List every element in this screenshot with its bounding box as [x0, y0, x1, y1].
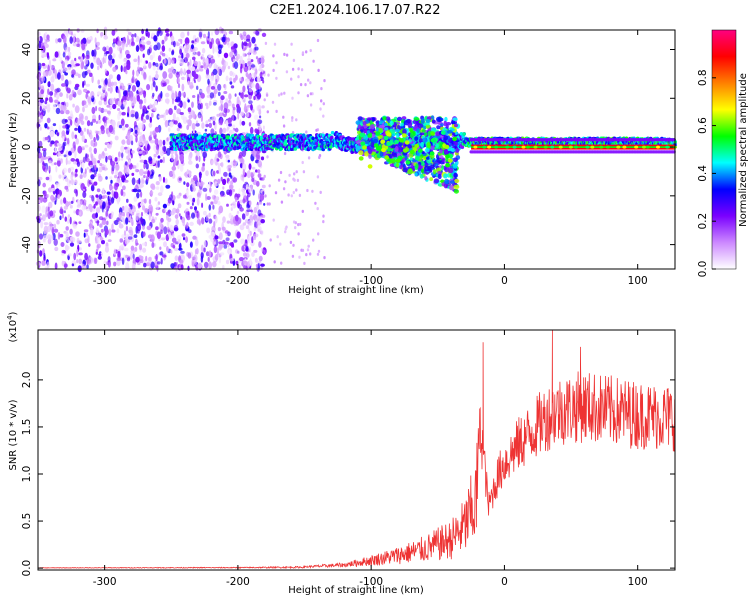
x-tick-label: -300 [93, 576, 117, 588]
y-tick-label: -40 [21, 236, 33, 253]
colorbar-tick-label: 0.8 [697, 69, 709, 86]
snr-frame [37, 329, 676, 571]
colorbar: 0.0 0.2 0.4 0.6 0.8 Normalized spectral ampl… [697, 29, 749, 277]
snr-x-ticks: -300 -200 -100 0 100 [93, 330, 648, 588]
snr-y-ticks: 0.0 0.5 1.0 1.5 2.0 [21, 372, 675, 577]
y-tick-label: 0.0 [21, 560, 33, 577]
x-tick-label: 0 [501, 275, 508, 287]
spectrogram-x-label: Height of straight line (km) [288, 285, 424, 296]
y-tick-label: -20 [21, 187, 33, 204]
x-tick-label: 100 [628, 275, 648, 287]
colorbar-tick-label: 0.6 [697, 117, 709, 134]
x-tick-label: -300 [93, 275, 117, 287]
x-tick-label: -200 [226, 576, 250, 588]
spectrogram-x-ticks: -300 -200 -100 0 100 [93, 30, 648, 287]
x-tick-label: -100 [359, 275, 383, 287]
colorbar-ticks: 0.0 0.2 0.4 0.6 0.8 [697, 69, 716, 277]
spectrogram-frame [37, 29, 676, 270]
y-tick-label: 40 [21, 43, 33, 56]
snr-panel: -300 -200 -100 0 100 0.0 0.5 1.0 1.5 2.0 Height … [6, 311, 676, 596]
spectrogram-y-label: Frequency (Hz) [8, 112, 19, 188]
y-tick-label: 0 [21, 144, 33, 151]
snr-y-multiplier: (x104) [6, 311, 19, 342]
chart-title: C2E1.2024.106.17.07.R22 [269, 3, 440, 18]
colorbar-tick-label: 0.0 [697, 261, 709, 278]
colorbar-gradient [711, 29, 737, 270]
spectrogram-y-ticks: -40 -20 0 20 40 [21, 43, 675, 253]
snr-x-label: Height of straight line (km) [288, 585, 424, 596]
y-tick-label: 1.5 [21, 419, 33, 436]
x-tick-label: 0 [501, 576, 508, 588]
snr-series-line [37, 329, 676, 570]
colorbar-tick-label: 0.4 [697, 165, 709, 182]
y-tick-label: 0.5 [21, 513, 33, 530]
y-tick-label: 1.0 [21, 466, 33, 483]
snr-y-label: SNR (10 * v/v) [8, 399, 19, 470]
spectrogram-heatmap [35, 26, 677, 273]
snr-background [38, 330, 675, 570]
y-tick-label: 2.0 [21, 372, 33, 389]
colorbar-label: Normalized spectral amplitude [738, 73, 749, 227]
y-tick-label: 20 [21, 92, 33, 105]
colorbar-tick-label: 0.2 [697, 213, 709, 230]
x-tick-label: -100 [359, 576, 383, 588]
x-tick-label: -200 [226, 275, 250, 287]
x-tick-label: 100 [628, 576, 648, 588]
